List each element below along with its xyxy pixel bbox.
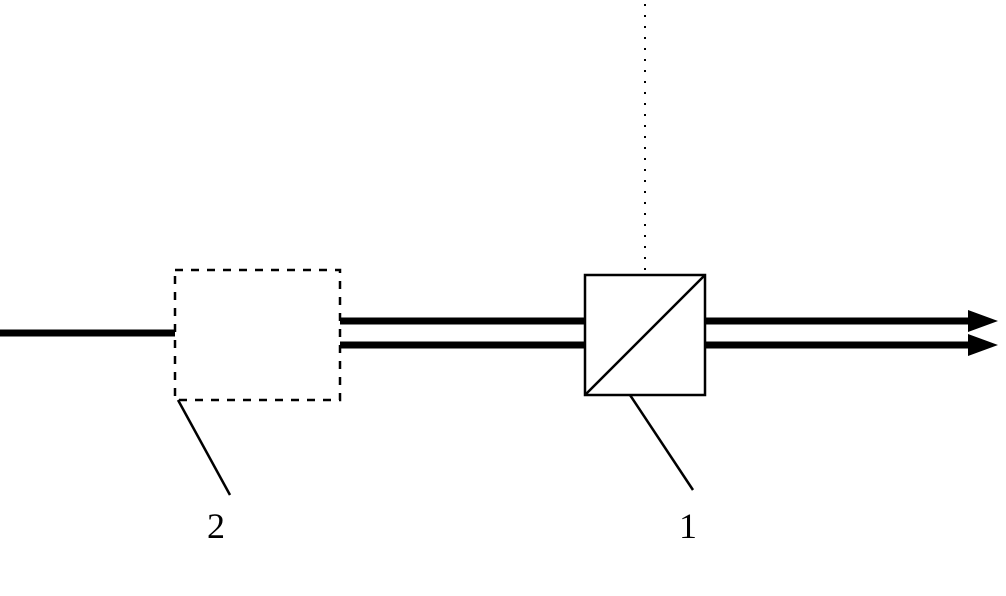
leader-line-2 [178,400,230,495]
diagram-root: 2 1 [0,0,1006,591]
leader-line-1 [630,395,693,490]
edge-out-bottom [705,334,998,356]
diagram-svg [0,0,1006,591]
node-dashed-box [175,270,340,400]
label-1: 1 [679,505,697,547]
label-2: 2 [207,505,225,547]
edge-out-top [705,310,998,332]
